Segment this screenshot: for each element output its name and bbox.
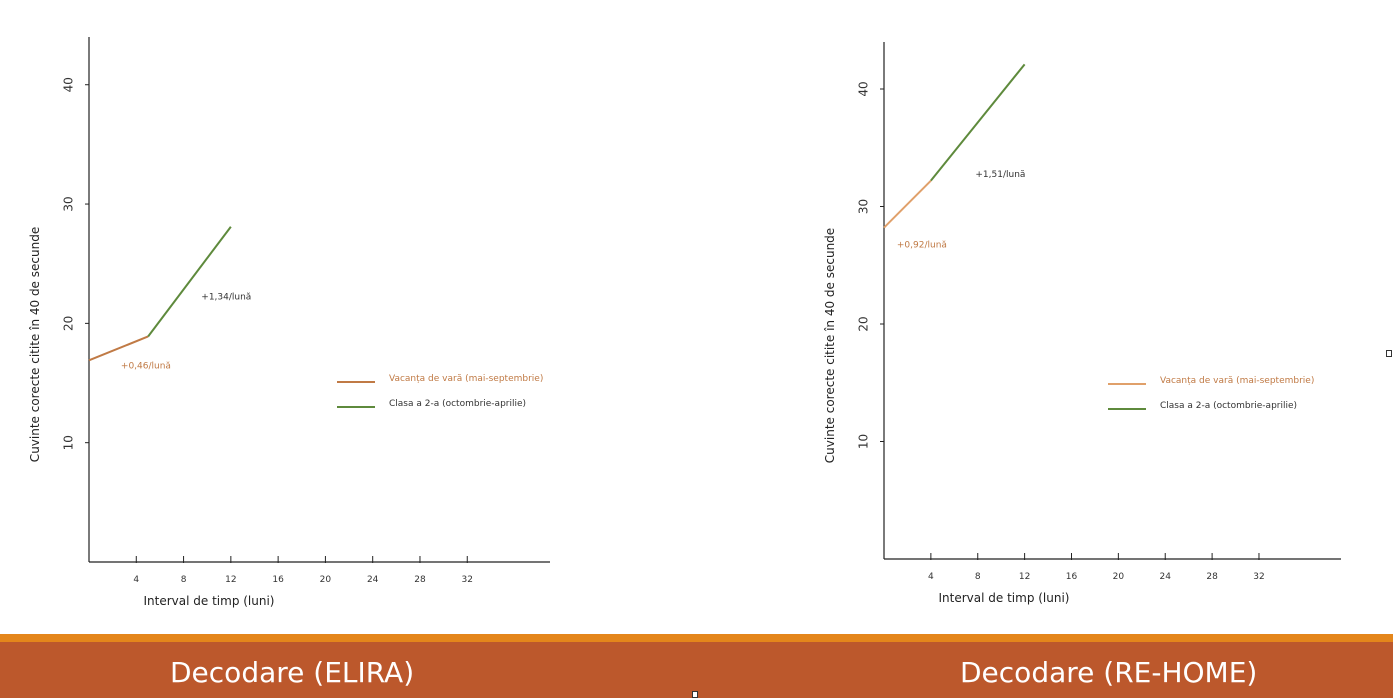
legend-label: Vacanța de vară (mai-septembrie) xyxy=(1160,376,1314,386)
edge-marker xyxy=(1386,350,1392,357)
legend-label: Vacanța de vară (mai-septembrie) xyxy=(389,374,543,384)
y-axis-label: Cuvinte corecte citite în 40 de secunde xyxy=(28,227,42,462)
rate-annotation: +1,34/lună xyxy=(201,293,251,303)
x-axis-label: Interval de timp (luni) xyxy=(939,591,1070,605)
x-tick-label: 4 xyxy=(133,575,139,585)
rate-annotation: +0,46/lună xyxy=(121,362,171,372)
x-tick-label: 16 xyxy=(272,575,284,585)
legend-label: Clasa a 2-a (octombrie-aprilie) xyxy=(389,399,526,409)
edge-marker xyxy=(692,691,698,698)
x-tick-label: 20 xyxy=(320,575,332,585)
series-line-clasa xyxy=(147,226,232,338)
x-tick-label: 16 xyxy=(1066,572,1078,582)
y-tick-label: 10 xyxy=(857,434,871,449)
x-tick-label: 32 xyxy=(462,575,473,585)
legend-label: Clasa a 2-a (octombrie-aprilie) xyxy=(1160,401,1297,411)
x-tick-label: 8 xyxy=(975,572,981,582)
y-tick-label: 20 xyxy=(62,316,76,331)
x-tick-label: 28 xyxy=(414,575,426,585)
x-tick-label: 24 xyxy=(1160,572,1172,582)
x-tick-label: 32 xyxy=(1253,572,1264,582)
x-axis-label: Interval de timp (luni) xyxy=(144,594,275,608)
x-tick-label: 20 xyxy=(1113,572,1125,582)
footer-bar: Decodare (ELIRA) Decodare (RE-HOME) xyxy=(0,634,1393,698)
y-tick-label: 20 xyxy=(857,316,871,331)
rate-annotation: +1,51/lună xyxy=(975,170,1025,180)
y-tick-label: 40 xyxy=(857,81,871,96)
y-tick-label: 30 xyxy=(62,196,76,211)
x-tick-label: 12 xyxy=(1019,572,1030,582)
rate-annotation: +0,92/lună xyxy=(897,241,947,251)
x-tick-label: 24 xyxy=(367,575,379,585)
chart-title-re-home: Decodare (RE-HOME) xyxy=(960,656,1258,689)
charts-canvas: 4 8 12 16 20 24 28 32 10 20 30 40 Interval de timp (… xyxy=(28,37,1341,608)
chart-title-elira: Decodare (ELIRA) xyxy=(170,656,415,689)
x-tick-label: 8 xyxy=(181,575,187,585)
x-tick-label: 12 xyxy=(225,575,236,585)
x-tick-label: 4 xyxy=(928,572,934,582)
x-tick-label: 28 xyxy=(1206,572,1218,582)
y-tick-label: 30 xyxy=(857,199,871,214)
y-tick-label: 40 xyxy=(62,77,76,92)
y-axis-label: Cuvinte corecte citite în 40 de secunde xyxy=(823,228,837,463)
series-line-vacanta xyxy=(88,335,149,362)
y-tick-label: 10 xyxy=(62,435,76,450)
series-line-vacanta xyxy=(883,179,932,229)
series-line-clasa xyxy=(930,63,1026,182)
